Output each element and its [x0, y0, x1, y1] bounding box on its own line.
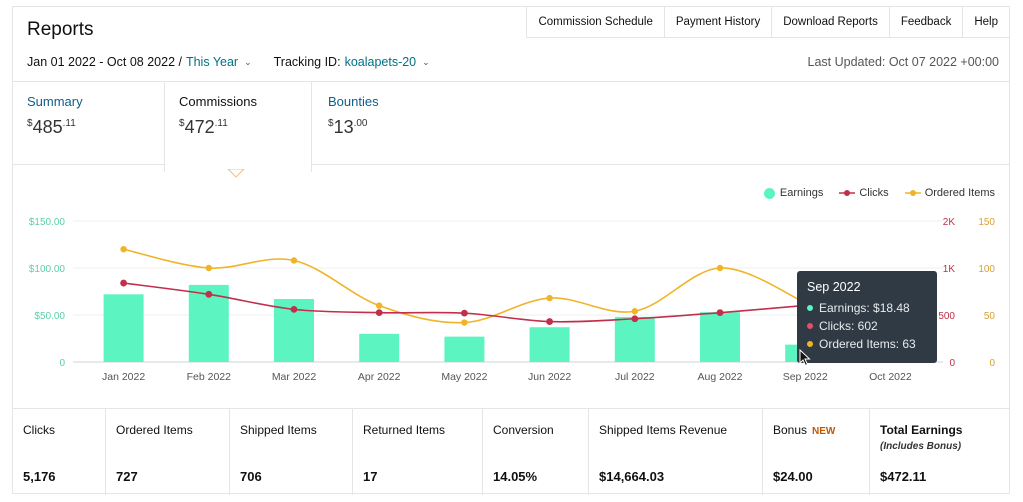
- ordered-items-point: [546, 294, 553, 302]
- tooltip-earnings: Earnings: $18.48: [807, 299, 927, 317]
- clicks-point: [120, 279, 127, 287]
- ordered-items-point: [716, 264, 724, 272]
- date-range-text: Jan 01 2022 - Oct 08 2022 /: [27, 55, 182, 69]
- earnings-bar: [444, 336, 485, 362]
- earnings-bar: [103, 294, 144, 362]
- clicks-point: [716, 309, 724, 317]
- metric-shipped-items: Shipped Items 706: [230, 409, 353, 495]
- tab-commissions[interactable]: Commissions $472.11: [164, 82, 312, 172]
- earnings-bar: [700, 312, 740, 362]
- y-tick-label-earnings: $50.00: [34, 311, 65, 322]
- last-updated: Last Updated: Oct 07 2022 +00:00: [807, 55, 999, 69]
- active-tab-pointer-icon: [226, 163, 246, 178]
- earnings-bar: [188, 284, 229, 362]
- help-button[interactable]: Help: [963, 6, 1010, 38]
- y-tick-label-ordered: 100: [978, 264, 995, 275]
- y-tick-label-earnings: 0: [59, 358, 65, 369]
- x-tick-label: Mar 2022: [272, 371, 317, 383]
- x-tick-label: Jun 2022: [528, 371, 571, 383]
- tooltip-ordered: Ordered Items: 63: [807, 335, 927, 353]
- chevron-down-icon[interactable]: ⌄: [422, 56, 430, 67]
- chevron-down-icon[interactable]: ⌄: [244, 56, 252, 67]
- legend-earnings[interactable]: Earnings: [763, 187, 823, 199]
- summary-tabs: Summary $485.11 Commissions $472.11 Boun…: [13, 81, 1009, 172]
- x-tick-label: Jan 2022: [102, 371, 145, 383]
- clicks-point: [631, 315, 639, 323]
- y-tick-label-clicks: 2K: [943, 217, 956, 228]
- tooltip-clicks: Clicks: 602: [807, 317, 927, 335]
- metric-clicks: Clicks 5,176: [13, 409, 106, 495]
- tab-summary[interactable]: Summary $485.11: [13, 82, 164, 166]
- x-tick-label: Oct 2022: [869, 371, 912, 383]
- feedback-button[interactable]: Feedback: [889, 6, 964, 38]
- reports-card: Reports Commission Schedule Payment Hist…: [12, 6, 1010, 495]
- clicks-point: [375, 309, 383, 317]
- ordered-items-point: [290, 257, 298, 264]
- earnings-bar: [359, 333, 400, 362]
- ordered-dot-icon: [807, 341, 813, 347]
- filters-bar: Jan 01 2022 - Oct 08 2022 / This Year ⌄ …: [27, 55, 452, 69]
- y-tick-label-earnings: $100.00: [29, 264, 66, 275]
- metric-ordered-items: Ordered Items 727: [106, 409, 230, 495]
- ordered-line-icon: [904, 190, 921, 196]
- page-title: Reports: [27, 19, 94, 40]
- y-tick-label-ordered: 0: [989, 358, 995, 369]
- ordered-items-point: [205, 264, 212, 272]
- clicks-point: [290, 305, 298, 313]
- clicks-point: [461, 309, 468, 317]
- summary-amount: $485.11: [27, 117, 76, 137]
- commission-schedule-button[interactable]: Commission Schedule: [526, 6, 665, 38]
- tab-label: Bounties: [328, 94, 379, 109]
- earnings-bar: [529, 327, 570, 362]
- y-tick-label-earnings: $150.00: [29, 217, 66, 228]
- ordered-items-point: [631, 308, 638, 315]
- y-tick-label-clicks: 0: [949, 358, 955, 369]
- metric-bonus: Bonus NEW $24.00: [763, 409, 870, 495]
- earnings-dot-icon: [763, 187, 775, 199]
- chart-tooltip: Sep 2022 Earnings: $18.48 Clicks: 602 Or…: [797, 271, 937, 363]
- date-preset-dropdown[interactable]: This Year: [185, 55, 239, 69]
- ordered-items-point: [461, 319, 468, 326]
- tab-label: Commissions: [179, 94, 258, 109]
- x-tick-label: Jul 2022: [615, 371, 655, 383]
- mouse-cursor-icon: [799, 349, 811, 367]
- tracking-label: Tracking ID:: [273, 55, 341, 69]
- tooltip-title: Sep 2022: [807, 280, 861, 294]
- ordered-items-point: [120, 246, 127, 253]
- metric-total-earnings: Total Earnings (Includes Bonus) $472.11: [880, 423, 963, 484]
- tab-bounties[interactable]: Bounties $13.00: [314, 82, 464, 166]
- download-reports-button[interactable]: Download Reports: [772, 6, 890, 38]
- earnings-dot-icon: [807, 305, 813, 311]
- x-tick-label: Apr 2022: [358, 371, 401, 383]
- new-badge: NEW: [812, 426, 836, 437]
- bounties-amount: $13.00: [328, 117, 368, 137]
- metrics-row: Clicks 5,176 Ordered Items 727 Shipped I…: [13, 408, 1009, 495]
- legend-ordered-items[interactable]: Ordered Items: [904, 187, 995, 199]
- clicks-point: [205, 290, 213, 298]
- payment-history-button[interactable]: Payment History: [664, 6, 773, 38]
- y-tick-label-clicks: 500: [938, 311, 955, 322]
- earnings-bar: [614, 316, 655, 362]
- ordered-items-point: [376, 302, 383, 309]
- x-tick-label: Feb 2022: [187, 371, 232, 383]
- tracking-id-dropdown[interactable]: koalapets-20: [344, 55, 417, 69]
- clicks-dot-icon: [807, 323, 813, 329]
- y-tick-label-ordered: 50: [984, 311, 996, 322]
- y-tick-label-clicks: 1K: [943, 264, 956, 275]
- y-tick-label-ordered: 150: [978, 217, 995, 228]
- top-nav: Commission Schedule Payment History Down…: [526, 6, 1010, 38]
- clicks-point: [546, 318, 553, 325]
- x-tick-label: May 2022: [441, 371, 487, 383]
- tab-label: Summary: [27, 94, 83, 109]
- legend-clicks[interactable]: Clicks: [839, 187, 889, 199]
- clicks-line-icon: [839, 190, 856, 196]
- metric-returned-items: Returned Items 17: [353, 409, 483, 495]
- metric-shipped-revenue: Shipped Items Revenue $14,664.03: [589, 409, 763, 495]
- metric-conversion: Conversion 14.05%: [483, 409, 589, 495]
- x-tick-label: Sep 2022: [783, 371, 828, 383]
- chart-legend: Earnings Clicks Ordered Items: [748, 187, 995, 199]
- commissions-amount: $472.11: [179, 117, 228, 137]
- x-tick-label: Aug 2022: [698, 371, 743, 383]
